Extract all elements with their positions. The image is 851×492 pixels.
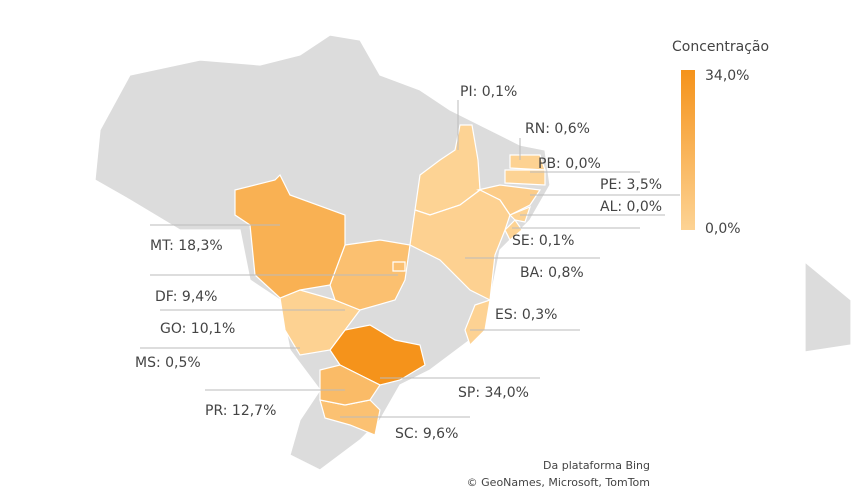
state	[504, 169, 546, 186]
region-label: PR: 12,7%	[205, 403, 276, 419]
legend-title: Concentração	[672, 39, 769, 55]
region-label: PE: 3,5%	[600, 177, 662, 193]
state	[504, 219, 523, 241]
legend: Concentração 34,0% 0,0%	[672, 39, 769, 237]
region-label: PB: 0,0%	[538, 156, 601, 172]
state	[319, 364, 381, 406]
region-label: BA: 0,8%	[520, 265, 584, 281]
region-label: GO: 10,1%	[160, 321, 235, 337]
state	[279, 289, 361, 356]
legend-max: 34,0%	[705, 68, 749, 84]
state	[464, 299, 491, 347]
attribution: © GeoNames, Microsoft, TomTom	[467, 476, 650, 489]
legend-min: 0,0%	[705, 221, 741, 237]
legend-gradient	[681, 70, 695, 230]
region-label: SC: 9,6%	[395, 426, 458, 442]
state	[409, 189, 511, 301]
region-label: AL: 0,0%	[600, 199, 662, 215]
neighbor-land	[804, 260, 851, 353]
leader-lines	[140, 100, 680, 418]
region-label: RN: 0,6%	[525, 121, 590, 137]
region-label: MS: 0,5%	[135, 355, 201, 371]
region-label: SE: 0,1%	[512, 233, 574, 249]
region-label: DF: 9,4%	[155, 289, 217, 305]
region-label: SP: 34,0%	[458, 385, 529, 401]
region-label: ES: 0,3%	[495, 307, 557, 323]
labels: PI: 0,1% RN: 0,6% PB: 0,0% PE: 3,5% AL: …	[135, 84, 662, 442]
state	[392, 261, 406, 272]
attribution: Da plataforma Bing	[543, 459, 650, 472]
region-label: MT: 18,3%	[150, 238, 223, 254]
region-label: PI: 0,1%	[460, 84, 517, 100]
